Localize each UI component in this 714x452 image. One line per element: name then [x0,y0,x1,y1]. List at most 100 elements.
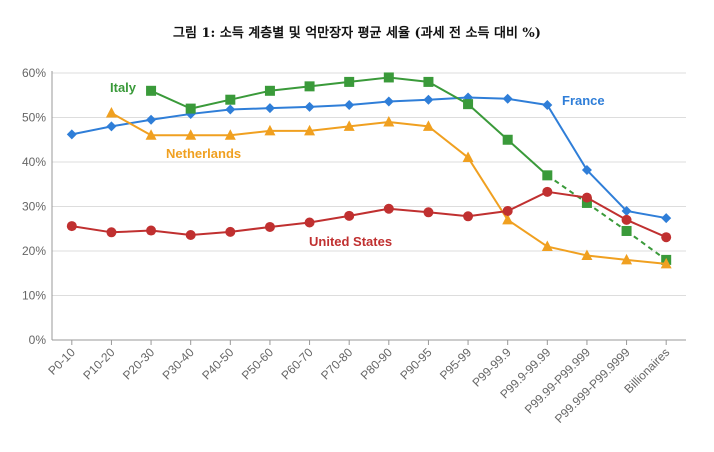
x-tick-label: P90-95 [397,345,434,382]
data-point [621,214,632,225]
data-point [423,94,434,105]
series-line [349,100,389,107]
x-tick-label: P60-70 [278,345,315,382]
data-point [225,226,236,237]
data-point [185,129,197,140]
data-point [463,211,474,222]
data-point [422,120,434,131]
series-line [269,105,310,110]
data-point [146,85,157,96]
x-tick-label: P50-60 [239,345,276,382]
series-line [625,230,667,261]
series-line [190,230,231,236]
series-line [388,120,429,128]
series-line [71,125,112,136]
data-point [106,121,117,132]
x-tick-label: P80-90 [358,345,395,382]
series-line [428,211,469,218]
series-line [230,225,271,233]
series-line [546,104,588,171]
series-label: Italy [110,80,137,95]
y-tick-label: 30% [22,200,46,214]
data-point [264,221,275,232]
series-line [467,209,508,218]
series-line [547,190,588,199]
series-line [507,139,548,177]
data-point [541,240,553,252]
data-point [423,76,434,87]
data-point [502,134,513,145]
data-point [502,205,513,216]
series-line [309,125,350,132]
series-line [150,112,191,121]
data-point [502,93,513,104]
series-line [388,98,429,103]
series-line [388,76,429,83]
data-point [146,114,157,125]
data-point [225,94,236,105]
series-line [111,229,152,234]
series-line [230,129,271,137]
y-tick-label: 60% [22,66,46,80]
x-tick-label: P30-40 [160,345,197,382]
data-point [224,129,236,140]
series-line [626,258,667,265]
data-point [581,249,593,260]
y-tick-label: 10% [22,289,46,303]
y-tick-label: 40% [22,155,46,169]
data-point [185,103,196,114]
series-line [468,96,508,100]
data-point [66,221,77,232]
y-tick-label: 50% [22,111,46,125]
data-point [621,253,633,265]
data-point [463,99,474,110]
series-line [71,225,112,234]
data-point [225,104,236,115]
data-point [542,170,553,181]
series-line [427,81,469,106]
series-line [349,207,389,217]
data-point [304,101,315,112]
series-line [507,190,548,212]
series-line [507,97,548,107]
data-point [343,120,355,131]
series-label: France [562,93,605,108]
series-line [507,219,548,248]
series-line [427,125,469,159]
series-line [586,202,628,232]
data-point [185,229,196,240]
data-point [66,129,77,140]
data-point [146,225,157,236]
x-tick-label: P70-80 [318,345,355,382]
series-line [626,218,667,239]
data-point [264,103,275,114]
data-point [264,124,276,136]
series-line [586,196,628,221]
data-point [383,203,394,214]
data-point [344,76,355,87]
data-point [581,192,592,203]
series-line [349,76,389,83]
series-line [190,108,231,115]
series-line [626,209,667,220]
series-france [66,92,672,224]
data-point [383,96,394,107]
x-tick-label: P40-50 [199,345,236,382]
x-tick-label: P0-10 [45,345,78,378]
x-tick-label: P95-99 [437,345,474,382]
data-point [423,207,434,218]
data-point [502,213,514,225]
data-point [383,72,394,83]
data-point [542,100,553,111]
series-line [586,254,627,261]
series-line [546,174,588,204]
series-line [230,89,271,101]
data-point [383,115,395,127]
series-labels: France Italy Netherlands United States [110,80,605,249]
series-line [269,85,310,92]
series-line [547,245,588,257]
data-point [344,210,355,221]
data-point [581,197,592,208]
series-line [309,80,350,88]
